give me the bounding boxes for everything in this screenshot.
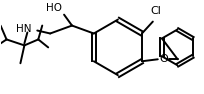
Text: Cl: Cl <box>150 6 161 16</box>
Text: O: O <box>159 54 167 64</box>
Text: HN: HN <box>16 24 31 34</box>
Text: HO: HO <box>46 3 62 13</box>
